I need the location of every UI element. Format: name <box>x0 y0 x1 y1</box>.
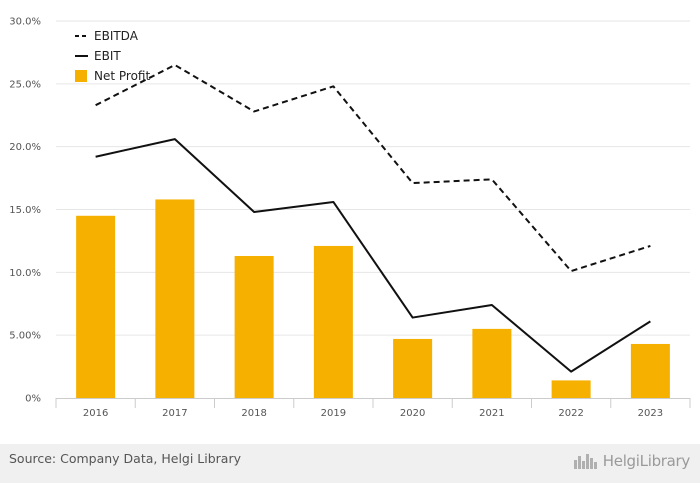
net-profit-bars <box>76 199 670 398</box>
y-tick-label: 10.0% <box>9 268 41 279</box>
y-tick-label: 25.0% <box>9 79 41 90</box>
chart: 0%5.00%10.0%15.0%20.0%25.0%30.0% 2016 201… <box>9 17 691 419</box>
y-tick-label: 30.0% <box>9 17 41 28</box>
x-tick-label: 2016 <box>83 408 108 419</box>
net-profit-bar[interactable] <box>155 199 195 398</box>
x-tick-label: 2017 <box>162 408 187 419</box>
x-tick-label: 2020 <box>400 408 425 419</box>
legend-label: EBIT <box>94 49 121 63</box>
x-tick-label: 2018 <box>241 408 266 419</box>
net-profit-bar[interactable] <box>472 328 512 398</box>
x-tick-label: 2019 <box>321 408 346 419</box>
helgi-library-icon <box>573 454 597 469</box>
legend-item-ebitda[interactable]: EBITDA <box>75 29 139 43</box>
net-profit-bar[interactable] <box>313 245 353 398</box>
x-tick-label: 2022 <box>558 408 583 419</box>
net-profit-bar[interactable] <box>393 338 433 398</box>
net-profit-bar[interactable] <box>76 215 116 398</box>
source-text: Source: Company Data, Helgi Library <box>9 451 242 466</box>
legend-item-ebit[interactable]: EBIT <box>75 49 121 63</box>
series-lines <box>95 63 651 373</box>
x-tick-label: 2023 <box>638 408 663 419</box>
y-tick-label: 5.00% <box>9 331 41 342</box>
legend-swatch <box>75 70 87 82</box>
helgi-library-logo[interactable]: HelgiLibrary <box>573 450 690 472</box>
ebitda-line[interactable] <box>95 63 651 273</box>
x-axis: 2016 2017 2018 2019 2020 2021 2022 2023 <box>55 398 691 419</box>
net-profit-bar[interactable] <box>630 343 670 398</box>
y-tick-label: 20.0% <box>9 142 41 153</box>
legend-label: EBITDA <box>94 29 139 43</box>
logo-text: HelgiLibrary <box>602 452 691 470</box>
x-tick-label: 2021 <box>479 408 504 419</box>
gridlines <box>56 20 690 336</box>
ebit-line[interactable] <box>95 138 651 373</box>
legend-item-net-profit[interactable]: Net Profit <box>75 69 150 83</box>
footer: Source: Company Data, Helgi Library Helg… <box>0 444 700 483</box>
legend-label: Net Profit <box>94 69 150 83</box>
y-tick-label: 0% <box>25 394 41 405</box>
net-profit-bar[interactable] <box>551 380 591 398</box>
y-tick-label: 15.0% <box>9 205 41 216</box>
legend[interactable]: EBITDA EBIT Net Profit <box>75 29 150 83</box>
y-axis-ticks: 0% 5.00% 10.0% 15.0% 20.0% 25.0% 30.0% <box>9 17 41 405</box>
net-profit-bar[interactable] <box>234 255 274 398</box>
